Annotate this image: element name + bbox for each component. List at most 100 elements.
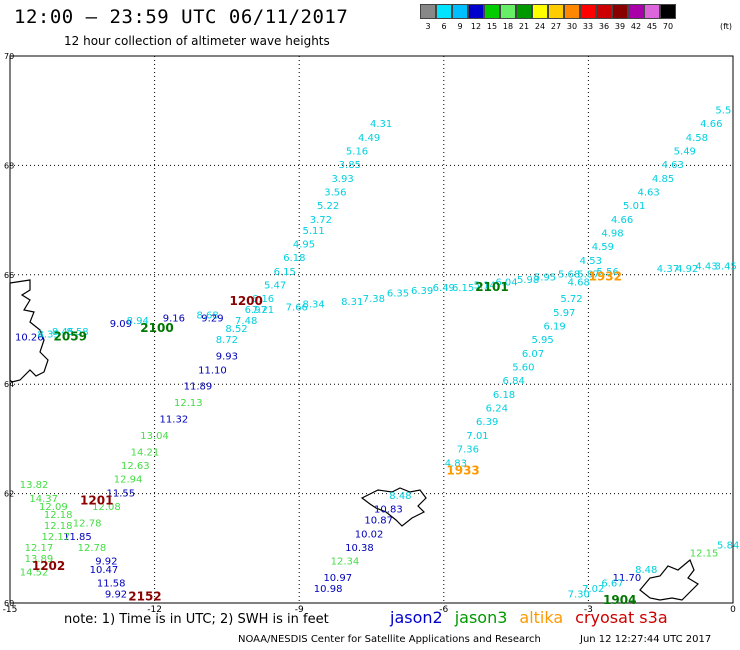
wave-height-value: 10.97	[323, 573, 352, 584]
wave-height-value: 5.47	[264, 280, 286, 291]
generated-time: Jun 12 12:27:44 UTC 2017	[580, 634, 712, 645]
wave-height-value: 12.09	[39, 502, 68, 513]
lon-tick-label: 0	[730, 605, 736, 615]
wave-height-value: 4.66	[700, 119, 722, 130]
legend-swatch	[484, 4, 500, 19]
wave-height-value: 12.18	[44, 510, 73, 521]
wave-height-value: 10.98	[314, 584, 343, 595]
legend-tick-label: 21	[518, 22, 530, 31]
legend-tick-label: 12	[470, 22, 482, 31]
wave-height-value: 7.48	[235, 316, 257, 327]
wave-height-value: 6.39	[411, 286, 433, 297]
wave-height-value: 4.85	[652, 174, 674, 185]
color-legend: 3 6 9 12 15 18 21 24 27 30 33 36 39 42 45 70 (ft)	[420, 4, 732, 31]
lat-tick-label: 62	[4, 490, 14, 499]
wave-height-value: 7.38	[363, 294, 385, 305]
satellite-name: altika	[519, 608, 564, 627]
legend-bin: 12	[468, 4, 484, 31]
legend-swatch	[436, 4, 452, 19]
legend-unit: (ft)	[720, 22, 733, 31]
legend-swatch	[468, 4, 484, 19]
wave-height-value: 6.18	[283, 253, 305, 264]
pass-time: 2100	[140, 321, 173, 335]
wave-height-value: 3.85	[339, 160, 361, 171]
lon-tick-label: -15	[3, 605, 18, 615]
lat-tick-label: 68	[4, 161, 14, 170]
wave-height-value: 6.67	[601, 579, 623, 590]
wave-height-value: 13.82	[20, 480, 49, 491]
wave-height-value: 4.63	[638, 187, 660, 198]
wave-height-value: 11.58	[97, 579, 126, 590]
legend-bin: 3	[420, 4, 436, 31]
wave-height-value: 5.97	[553, 308, 575, 319]
legend-bin: 24	[532, 4, 548, 31]
legend-swatch	[500, 4, 516, 19]
page-title: 12:00 – 23:59 UTC 06/11/2017	[14, 6, 349, 28]
legend-swatch	[532, 4, 548, 19]
legend-bin: 30	[564, 4, 580, 31]
pass-time: 1904	[603, 593, 636, 607]
lat-tick-label: 70	[4, 52, 14, 61]
wave-height-value: 5.98	[517, 275, 539, 286]
wave-height-value: 5.95	[534, 272, 556, 283]
wave-height-value: 5.72	[560, 294, 582, 305]
wave-height-value: 14.52	[20, 568, 49, 579]
legend-bin: 21	[516, 4, 532, 31]
wave-height-value: 7.21	[252, 305, 274, 316]
wave-height-value: 8.31	[341, 297, 363, 308]
wave-height-value: 6.15	[452, 283, 474, 294]
wave-height-value: 14.37	[29, 494, 58, 505]
wave-height-value: 4.31	[370, 119, 392, 130]
wave-height-value: 14.21	[131, 447, 160, 458]
wave-height-value: 11.55	[107, 488, 136, 499]
wave-height-value: 4.49	[358, 133, 380, 144]
faroe-islands-coast	[360, 487, 427, 527]
pass-time: 1933	[446, 463, 479, 477]
legend-tick-label: 18	[502, 22, 514, 31]
graticule	[10, 56, 733, 603]
wave-height-value: 3.56	[324, 187, 346, 198]
wave-height-value: 9.92	[95, 557, 117, 568]
pass-time: 1202	[32, 559, 65, 573]
wave-height-value: 7.30	[568, 590, 590, 601]
wave-height-value: 9.16	[163, 313, 185, 324]
wave-height-value: 8.52	[225, 324, 247, 335]
legend-tick-label: 24	[534, 22, 546, 31]
wave-height-value: 8.68	[196, 311, 218, 322]
legend-bin: 70	[660, 4, 676, 31]
wave-height-value: 10.87	[364, 516, 393, 527]
wave-height-value: 12.15	[690, 549, 719, 560]
wave-height-value: 6.18	[493, 390, 515, 401]
wave-height-value: 5.5	[715, 105, 731, 116]
wave-height-value: 4.63	[662, 160, 684, 171]
wave-height-value: 5.60	[512, 363, 534, 374]
wave-height-value: 7.66	[286, 302, 308, 313]
wave-height-labels: 4.31 4.49 5.16 3.85 3.93 3.56 5.22 3.725.11 4.95…	[15, 105, 739, 600]
legend-bin: 15	[484, 4, 500, 31]
legend-bin: 18	[500, 4, 516, 31]
lon-tick-label: -3	[584, 605, 593, 615]
wave-height-value: 12.13	[174, 398, 203, 409]
wave-height-value: 10.83	[374, 505, 403, 516]
wave-height-value: 9.93	[216, 352, 238, 363]
lon-tick-label: -6	[439, 605, 448, 615]
legend-tick-label: 39	[614, 22, 626, 31]
wave-height-value: 10.02	[355, 529, 384, 540]
wave-height-value: 11.85	[63, 532, 92, 543]
wave-height-value: 6.07	[522, 349, 544, 360]
legend-tick-label: 70	[662, 22, 674, 31]
wave-height-value: 6.97	[245, 305, 267, 316]
wave-height-value: 4.98	[601, 229, 623, 240]
legend-swatch	[580, 4, 596, 19]
wave-height-value: 5.84	[717, 540, 739, 551]
legend-tick-label: 6	[441, 22, 447, 31]
wave-height-value: 8.35	[37, 330, 59, 341]
wave-height-value: 6.19	[544, 322, 566, 333]
wave-height-value: 3.72	[310, 215, 332, 226]
lat-tick-label: 64	[4, 380, 14, 389]
legend-swatch	[612, 4, 628, 19]
legend-swatch	[548, 4, 564, 19]
legend-tick-label: 36	[598, 22, 610, 31]
wave-height-value: 7.36	[457, 445, 479, 456]
